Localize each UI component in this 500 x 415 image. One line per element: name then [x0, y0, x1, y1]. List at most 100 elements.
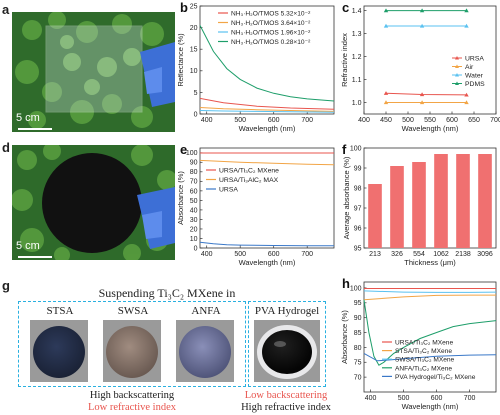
- panel-d-label: d: [2, 140, 10, 155]
- series-line: [199, 241, 335, 247]
- panel-g-label: g: [2, 278, 10, 293]
- scale-label-a: 5 cm: [16, 112, 40, 124]
- chart-c-refractive-index: c 400 450 500 550 600 650 700 1.0 1.1 1.2 1.3 1.4 Wav…: [340, 0, 500, 133]
- data-point: [419, 23, 425, 28]
- plot-frame: [199, 5, 335, 115]
- y-tick-label: 95: [354, 245, 362, 252]
- y-tick-label: 1.2: [352, 54, 362, 61]
- dashbox-aerogels: [18, 301, 246, 387]
- y-tick-label: 10: [190, 68, 198, 75]
- data-point: [419, 8, 425, 13]
- data-point: [419, 92, 425, 97]
- legend-label: PVA Hydrogel/Ti₃C₂ MXene: [395, 374, 476, 381]
- y-tick-label: 98: [354, 185, 362, 192]
- sample-photos: [30, 320, 320, 382]
- data-point: [383, 8, 389, 13]
- legend-label: ANFA/Ti₃C₂ MXene: [395, 365, 452, 372]
- legend-label: Air: [465, 64, 474, 71]
- series-line: [363, 352, 497, 362]
- x-tick-label: 700: [301, 117, 313, 124]
- series-line: [199, 110, 335, 113]
- dashbox-hydrogel: [248, 301, 326, 387]
- panel-a-label: a: [2, 2, 10, 17]
- legend-marker: [455, 73, 459, 77]
- series-line: [385, 92, 467, 96]
- legend-label: Water: [465, 73, 484, 80]
- x-tick-label: 400: [201, 117, 213, 124]
- series-line: [199, 159, 335, 166]
- series-line: [363, 294, 496, 301]
- legend-label: NH₃·H₂O/TMOS 1.96×10⁻²: [231, 30, 311, 37]
- y-tick-label: 70: [190, 179, 198, 186]
- sample-disk-anfa: [179, 326, 231, 378]
- y-tick-label: 90: [354, 315, 362, 322]
- x-tick-label: 400: [201, 251, 213, 258]
- y-tick-label: 95: [354, 300, 362, 307]
- x-axis-label: Wavelength (nm): [239, 258, 296, 267]
- bar: [434, 154, 448, 248]
- panel-c-label: c: [342, 0, 349, 15]
- plot-frame: [363, 147, 497, 249]
- x-tick-label: 550: [424, 117, 436, 124]
- right-caption-backscattering: Low backscattering: [244, 390, 328, 401]
- x-tick-label: 700: [464, 395, 476, 402]
- y-axis-label: Absorbance (%): [178, 171, 185, 225]
- series-line: [363, 299, 497, 366]
- series-line: [199, 107, 335, 112]
- sample-disk-pva: [262, 330, 312, 374]
- scale-bar-d: [18, 256, 52, 258]
- legend-label: PDMS: [465, 81, 485, 88]
- x-tick-label: 500: [234, 251, 246, 258]
- legend-label: URSA/Ti₃AlC₂ MAX: [219, 177, 279, 184]
- panel-h-label: h: [342, 276, 350, 291]
- legend-marker: [455, 81, 459, 85]
- y-tick-label: 60: [190, 188, 198, 195]
- data-point: [383, 23, 389, 28]
- sample-label-swsa: SWSA: [117, 305, 149, 317]
- y-tick-label: 99: [354, 165, 362, 172]
- y-tick-label: 5: [194, 90, 198, 97]
- plot-frame: [363, 281, 497, 393]
- y-tick-label: 85: [354, 330, 362, 337]
- y-tick-label: 100: [186, 150, 198, 157]
- panel-f-label: f: [342, 142, 347, 157]
- x-tick-label: 600: [268, 117, 280, 124]
- y-axis-label: Reflectance (%): [178, 33, 185, 87]
- data-point: [383, 100, 389, 105]
- chart-f-average-absorbance: f 95 96 97 98 99 100 213 326 554 1062 2138 3096 Thick…: [342, 142, 497, 267]
- y-tick-label: 100: [350, 285, 362, 292]
- series-line: [363, 290, 497, 293]
- bar: [368, 184, 382, 248]
- bar: [412, 162, 426, 248]
- series-line: [199, 97, 335, 110]
- y-axis-label: Absorbance (%): [340, 310, 349, 364]
- y-tick-label: 70: [354, 375, 362, 382]
- y-tick-label: 25: [190, 3, 198, 10]
- sample-disk-stsa: [33, 326, 85, 378]
- x-tick-label: 400: [365, 395, 377, 402]
- y-tick-label: 90: [190, 160, 198, 167]
- photo-transparent-aerogel: [12, 12, 175, 132]
- data-point: [419, 100, 425, 105]
- x-tick-label: 213: [369, 251, 381, 258]
- legend-label: NH₃·H₂O/TMOS 0.28×10⁻²: [231, 39, 311, 46]
- panel-g-title: Suspending Ti₃C₂ MXene in: [98, 286, 236, 300]
- x-tick-label: 500: [234, 117, 246, 124]
- right-caption-refractive: High refractive index: [241, 402, 331, 413]
- plot-frame: [199, 147, 335, 249]
- y-tick-label: 40: [190, 207, 198, 214]
- chart-b-reflectance: b 400 500 600 700 0 5 10 15 20 25 Wavelength (nm) Re…: [178, 0, 335, 133]
- sample-disk-swsa: [106, 326, 158, 378]
- y-tick-label: 1.1: [352, 77, 362, 84]
- data-point: [464, 100, 469, 105]
- bar: [478, 154, 492, 248]
- y-tick-label: 100: [350, 145, 362, 152]
- legend-label: URSA: [219, 187, 238, 194]
- y-tick-label: 97: [354, 205, 362, 212]
- y-tick-label: 0: [194, 111, 198, 118]
- y-tick-label: 96: [354, 225, 362, 232]
- sample-label-anfa: ANFA: [191, 305, 221, 317]
- bar: [390, 166, 404, 248]
- scale-label-d: 5 cm: [16, 240, 40, 252]
- x-tick-label: 400: [358, 117, 370, 124]
